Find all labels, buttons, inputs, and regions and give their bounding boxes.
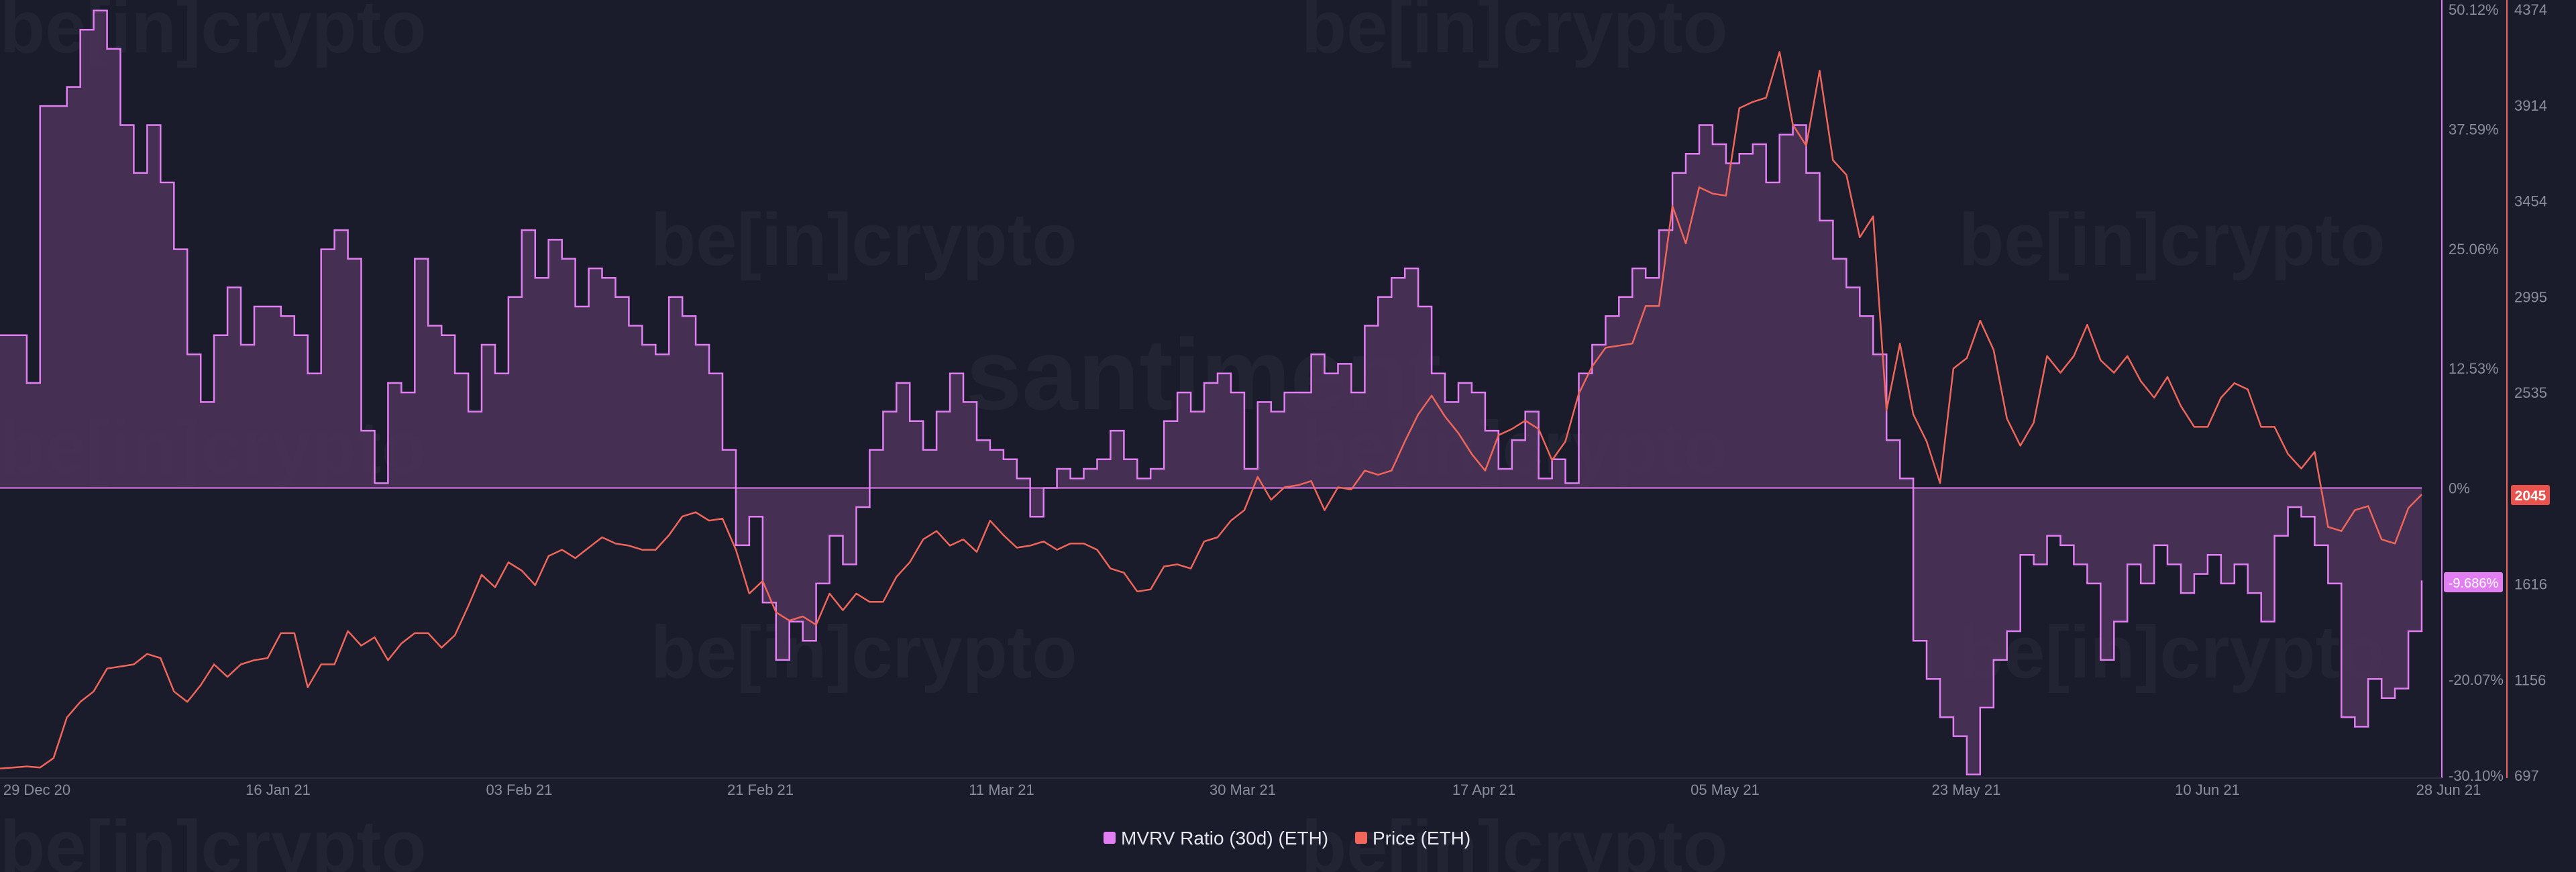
- legend: MVRV Ratio (30d) (ETH) Price (ETH): [1104, 828, 1470, 849]
- price-current-badge: 2045: [2511, 485, 2550, 505]
- legend-swatch-mvrv: [1104, 832, 1116, 844]
- mvrv-tick-label: -30.10%: [2449, 767, 2504, 784]
- mvrv-tick-label: 12.53%: [2449, 360, 2499, 377]
- mvrv-badge-bg: [2444, 572, 2503, 592]
- price-tick-label: 2535: [2514, 384, 2547, 401]
- mvrv-tick-label: -20.07%: [2449, 671, 2504, 688]
- price-tick-label: 1616: [2514, 576, 2547, 593]
- watermark-brand: be[in]crypto: [1301, 0, 1728, 68]
- mvrv-current-badge: -9.686%: [2444, 572, 2503, 592]
- mvrv-tick-label: 37.59%: [2449, 121, 2499, 138]
- price-badge-bg: [2511, 485, 2550, 505]
- watermark-brand: be[in]crypto: [1959, 611, 2385, 694]
- x-tick-label: 17 Apr 21: [1452, 781, 1515, 798]
- x-tick-label: 16 Jan 21: [246, 781, 311, 798]
- price-line: [0, 51, 2422, 770]
- price-badge-text: 2045: [2515, 488, 2546, 504]
- x-tick-label: 03 Feb 21: [486, 781, 552, 798]
- legend-item-mvrv[interactable]: MVRV Ratio (30d) (ETH): [1104, 828, 1328, 849]
- price-tick-label: 3914: [2514, 97, 2547, 114]
- price-tick-label: 4374: [2514, 1, 2547, 18]
- mvrv-tick-label: 0%: [2449, 480, 2470, 497]
- x-tick-label: 05 May 21: [1690, 781, 1760, 798]
- price-tick-label: 1156: [2514, 671, 2546, 688]
- legend-label-price: Price (ETH): [1373, 828, 1470, 849]
- watermark-brand: be[in]crypto: [0, 0, 427, 68]
- price-series: [0, 51, 2422, 770]
- x-tick-label: 21 Feb 21: [727, 781, 794, 798]
- watermark-brand: be[in]crypto: [651, 199, 1077, 281]
- mvrv-line: [0, 9, 2423, 775]
- price-tick-label: 2995: [2514, 288, 2547, 305]
- mvrv-tick-label: 50.12%: [2449, 1, 2499, 18]
- price-tick-label: 3454: [2514, 193, 2547, 210]
- price-tick-label: 697: [2514, 767, 2539, 784]
- mvrv-tick-label: 25.06%: [2449, 241, 2499, 258]
- x-tick-label: 11 Mar 21: [969, 781, 1034, 798]
- watermark-brand: be[in]crypto: [1959, 199, 2385, 281]
- mvrv-area: [0, 10, 2422, 775]
- price-axis-ticks: 4374 3914 3454 2995 2535 1616 1156 697: [2514, 1, 2547, 784]
- x-tick-label: 28 Jun 21: [2416, 781, 2481, 798]
- x-tick-label: 30 Mar 21: [1210, 781, 1276, 798]
- x-tick-label: 10 Jun 21: [2175, 781, 2240, 798]
- legend-label-mvrv: MVRV Ratio (30d) (ETH): [1121, 828, 1328, 849]
- mvrv-axis-ticks: 50.12% 37.59% 25.06% 12.53% 0% -20.07% -30.10%: [2449, 1, 2504, 784]
- legend-item-price[interactable]: Price (ETH): [1355, 828, 1470, 849]
- mvrv-series: [0, 9, 2423, 775]
- watermark-brand: be[in]crypto: [0, 806, 427, 872]
- watermark-brand: be[in]crypto: [651, 611, 1077, 694]
- x-axis-ticks: 29 Dec 20 16 Jan 21 03 Feb 21 21 Feb 21 11 M…: [3, 781, 2481, 798]
- x-tick-label: 29 Dec 20: [3, 781, 70, 798]
- x-tick-label: 23 May 21: [1932, 781, 2001, 798]
- mvrv-badge-text: -9.686%: [2449, 576, 2499, 591]
- legend-swatch-price: [1355, 832, 1367, 844]
